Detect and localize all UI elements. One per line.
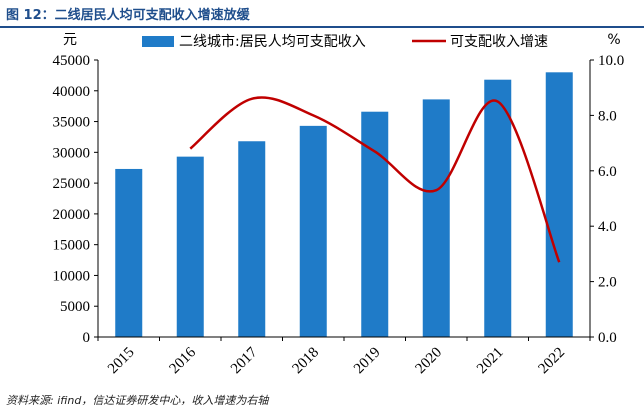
figure-title: 图 12：二线居民人均可支配收入增速放缓 <box>6 8 250 23</box>
title-underline <box>0 26 644 28</box>
line-layer <box>189 96 561 263</box>
x-tick-label: 2016 <box>167 344 200 377</box>
right-tick-label: 6.0 <box>598 164 617 180</box>
bars-layer <box>115 72 573 338</box>
bar-2020 <box>422 99 450 337</box>
left-tick-label: 10000 <box>53 268 91 284</box>
x-tick-label: 2018 <box>290 345 323 378</box>
x-tick-label: 2021 <box>474 345 507 378</box>
bar-2022 <box>545 72 573 338</box>
left-tick-label: 45000 <box>53 53 91 69</box>
growth-rate-line <box>189 96 561 263</box>
left-tick-label: 30000 <box>53 145 91 161</box>
right-axis-unit: % <box>607 32 620 48</box>
x-tick-label: 2017 <box>228 344 261 377</box>
left-tick-label: 0 <box>83 330 91 346</box>
bar-2017 <box>238 141 266 337</box>
legend-swatch-income <box>142 36 174 47</box>
bar-2016 <box>176 156 204 337</box>
chart-canvas: 0 5000 10000 15000 20000 25000 30000 35000 40000… <box>53 32 625 378</box>
right-tick-label: 10.0 <box>598 53 624 69</box>
bar-2015 <box>115 168 143 337</box>
right-tick-label: 0.0 <box>598 330 617 346</box>
legend-layer: 二线城市:居民人均可支配收入 可支配收入增速 <box>142 33 548 50</box>
left-tick-label: 40000 <box>53 84 91 100</box>
left-tick-label: 5000 <box>60 299 90 315</box>
right-tick-label: 4.0 <box>598 219 617 235</box>
bar-2019 <box>361 111 389 337</box>
left-tick-label: 20000 <box>53 207 91 223</box>
left-tick-label: 35000 <box>53 115 91 131</box>
x-tick-label: 2019 <box>351 345 384 378</box>
source-note: 资料来源: ifind，信达证券研发中心，收入增速为右轴 <box>6 394 269 407</box>
x-tick-label: 2020 <box>413 345 446 378</box>
right-tick-label: 2.0 <box>598 275 617 291</box>
x-tick-label: 2015 <box>105 345 138 378</box>
legend-label-growth: 可支配收入增速 <box>450 34 548 50</box>
right-tick-label: 8.0 <box>598 108 617 124</box>
bar-2021 <box>484 79 512 337</box>
left-tick-label: 15000 <box>53 238 91 254</box>
bar-2018 <box>299 125 327 337</box>
legend-label-income: 二线城市:居民人均可支配收入 <box>179 33 366 50</box>
left-axis-unit: 元 <box>63 32 77 48</box>
x-tick-label: 2022 <box>536 345 569 378</box>
left-tick-label: 25000 <box>53 176 91 192</box>
